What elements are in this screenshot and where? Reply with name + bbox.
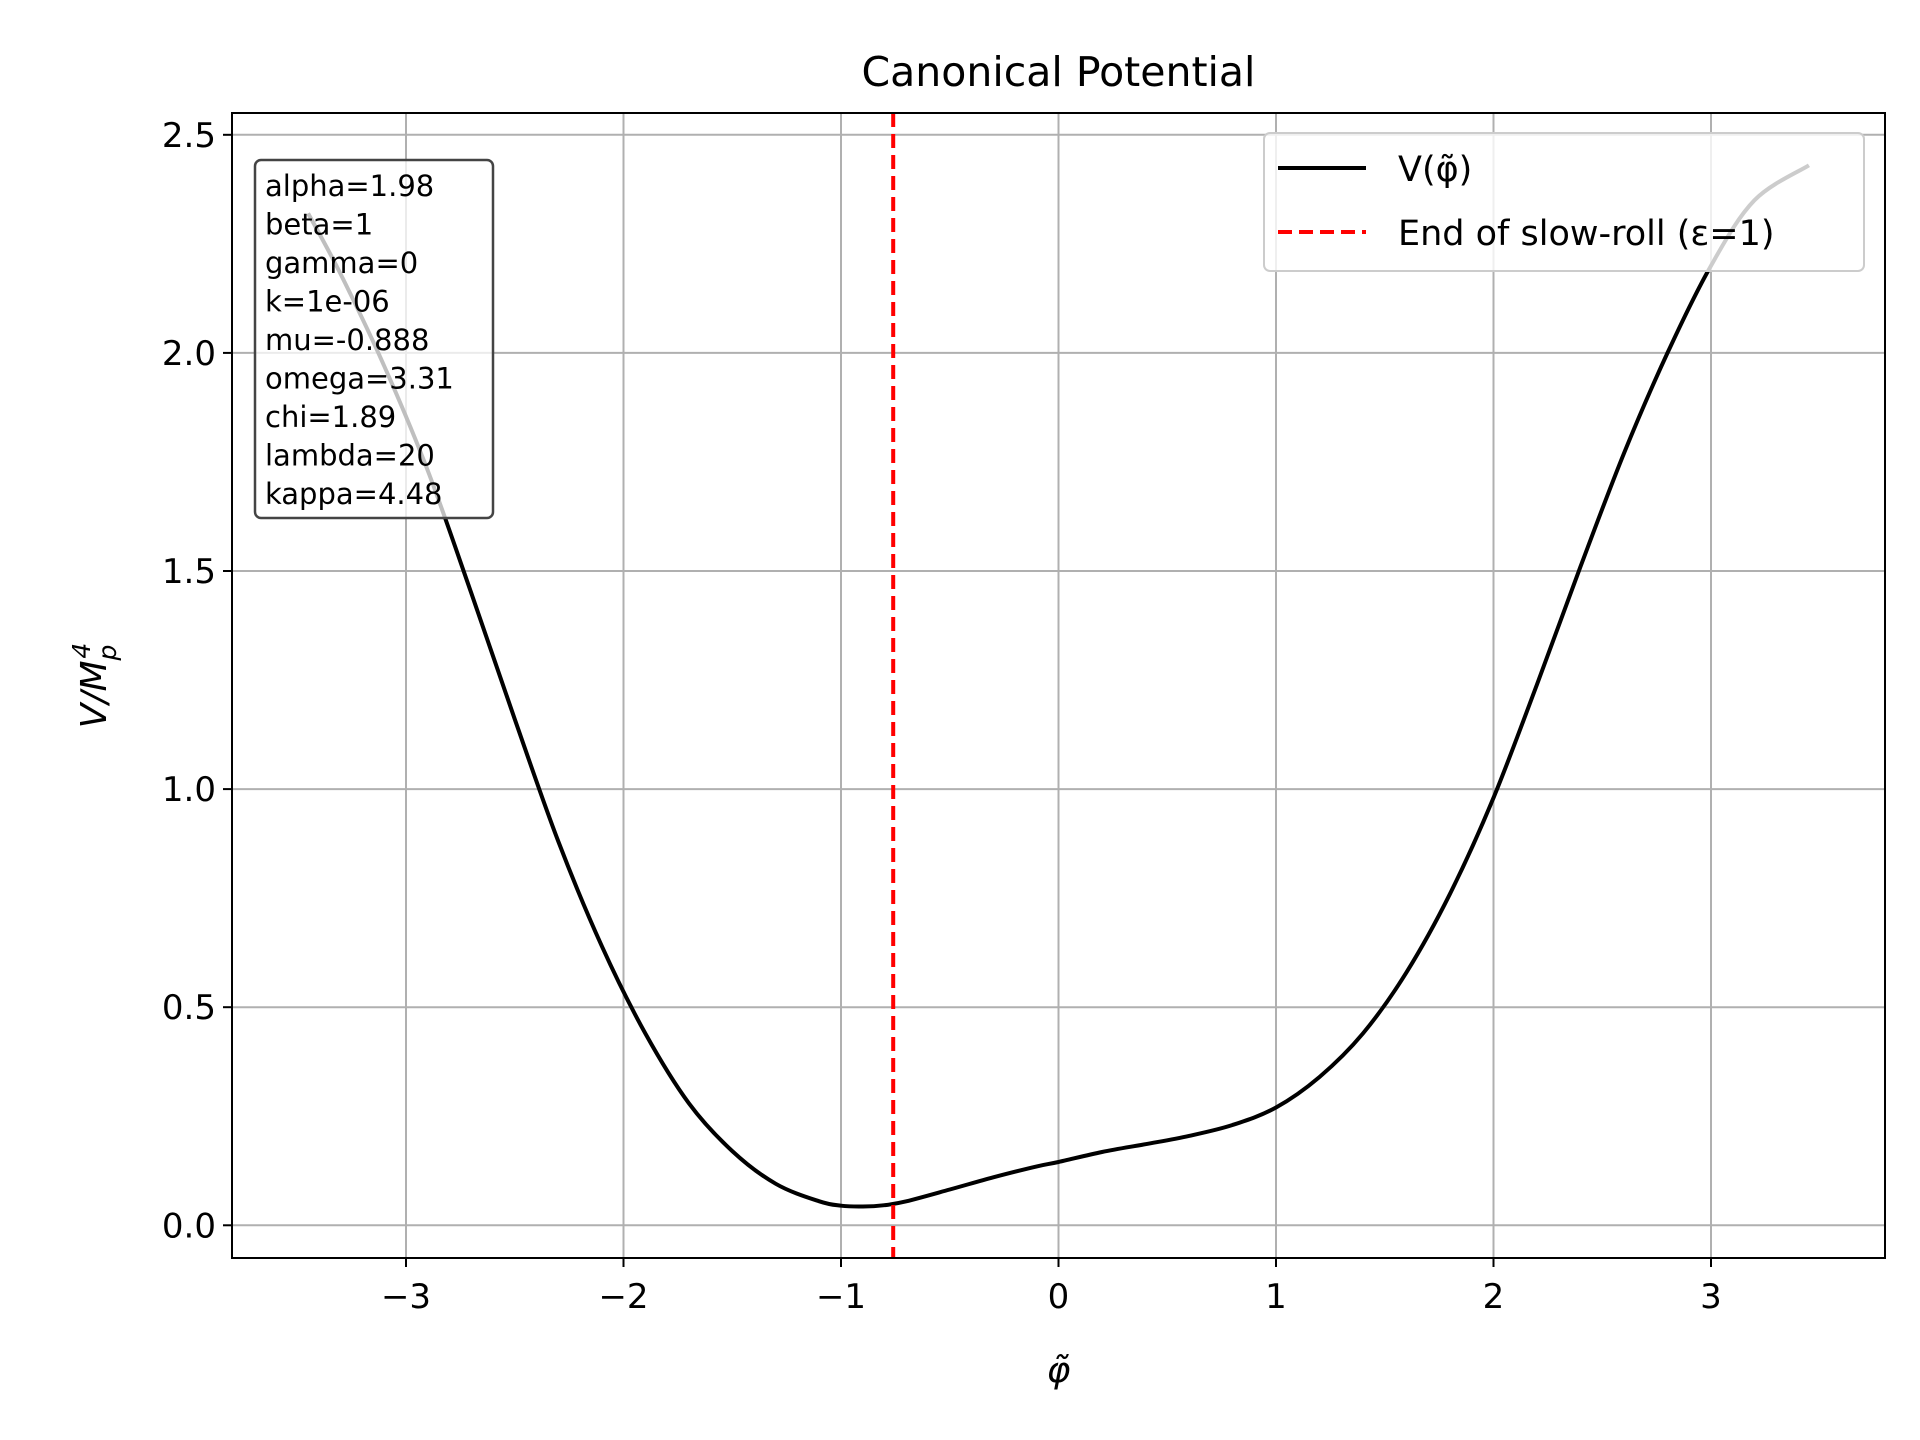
parameter-line-2: gamma=0 <box>265 246 418 280</box>
y-tick-label-4: 2.0 <box>162 334 216 374</box>
parameter-line-4: mu=-0.888 <box>265 323 429 357</box>
legend: V(φ̃) End of slow-roll (ε=1) <box>1263 132 1865 272</box>
x-tick-label-4: 1 <box>1265 1277 1287 1317</box>
axis-ticks: −3 −2 −1 0 1 2 3 0.0 0.5 1.0 1.5 2.0 2.5 <box>162 116 1722 1317</box>
x-tick-label-2: −1 <box>816 1277 866 1317</box>
legend-background <box>1263 132 1865 272</box>
parameter-line-6: chi=1.89 <box>265 400 396 434</box>
y-axis-label-subscript: p <box>93 645 122 662</box>
parameter-line-5: omega=3.31 <box>265 362 454 396</box>
y-tick-label-1: 0.5 <box>162 988 216 1028</box>
parameter-line-7: lambda=20 <box>265 439 435 473</box>
y-axis-label-main: V/M <box>74 660 115 728</box>
x-tick-label-1: −2 <box>598 1277 648 1317</box>
x-tick-label-5: 2 <box>1483 1277 1505 1317</box>
x-axis-label: φ̃ <box>1047 1350 1071 1391</box>
parameter-box-frame <box>253 158 495 520</box>
legend-label-end-slow-roll: End of slow-roll (ε=1) <box>1398 214 1775 254</box>
series-layer <box>306 113 1810 1258</box>
y-axis-label-superscript: 4 <box>67 643 96 659</box>
x-tick-label-6: 3 <box>1700 1277 1722 1317</box>
y-tick-label-5: 2.5 <box>162 116 216 156</box>
y-tick-label-3: 1.5 <box>162 552 216 592</box>
potential-curve <box>306 163 1810 1209</box>
parameter-line-1: beta=1 <box>265 208 373 242</box>
y-axis-label: V/Mp4 <box>67 643 122 729</box>
y-tick-label-2: 1.0 <box>162 770 216 810</box>
parameter-line-3: k=1e-06 <box>265 285 390 319</box>
parameter-box: alpha=1.98 beta=1 gamma=0 k=1e-06 mu=-0.888 o… <box>253 158 495 520</box>
grid-lines <box>232 113 1885 1258</box>
legend-label-potential: V(φ̃) <box>1398 150 1472 190</box>
y-tick-label-0: 0.0 <box>162 1206 216 1246</box>
x-tick-label-3: 0 <box>1048 1277 1070 1317</box>
chart-title: Canonical Potential <box>862 48 1256 96</box>
parameter-line-0: alpha=1.98 <box>265 169 434 203</box>
parameter-line-8: kappa=4.48 <box>265 477 443 511</box>
x-tick-label-0: −3 <box>381 1277 431 1317</box>
